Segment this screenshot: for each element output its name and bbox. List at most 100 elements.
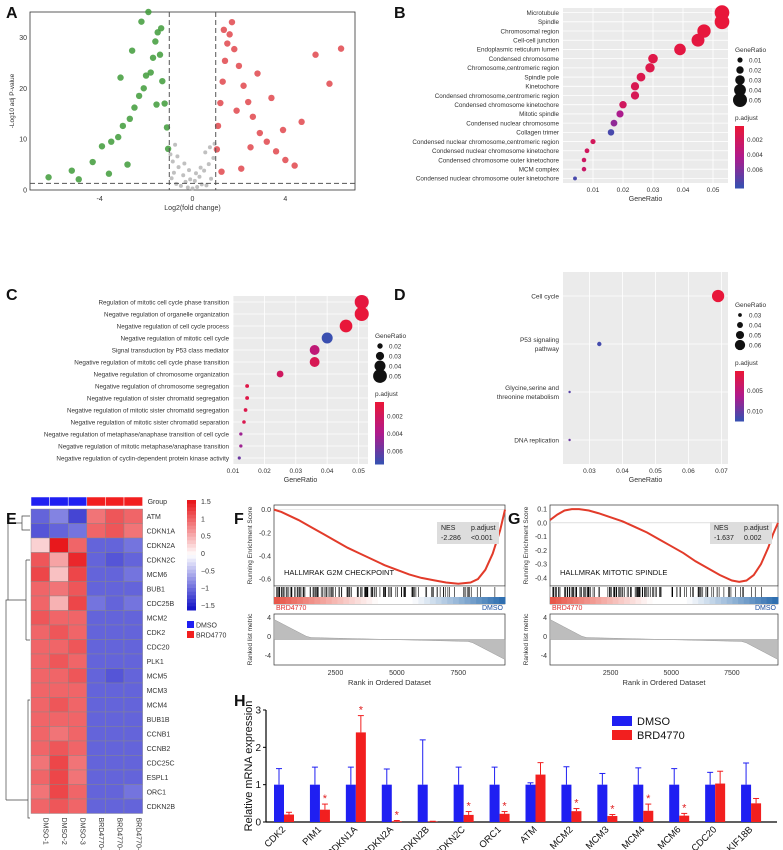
- enrichment-dot: [691, 33, 705, 47]
- heatmap-cell: [67, 508, 87, 524]
- rank-gradient-segment: [487, 597, 494, 604]
- term-label: Microtubule: [526, 10, 559, 17]
- x-axis-label: Rank in Ordered Dataset: [348, 678, 432, 687]
- gene-label: MCM3: [147, 688, 168, 695]
- enrichment-dot: [610, 119, 618, 127]
- heatmap-cell: [86, 711, 106, 727]
- colorbar-segment: [375, 414, 384, 418]
- term-label: Condensed nuclear chromosome outer kinet…: [416, 176, 560, 183]
- volcano-point-ns: [171, 170, 176, 175]
- legend-size-label: 0.05: [749, 333, 762, 340]
- category-label: MCM2: [548, 824, 576, 850]
- heatmap-cell: [30, 798, 50, 814]
- y-tick-label: 30: [19, 35, 27, 42]
- group-cell: [49, 496, 69, 507]
- gene-set-title: HALLMRAK G2M CHECKPOINT: [284, 568, 394, 577]
- stats-header: p.adjust: [471, 525, 496, 532]
- heatmap-cell: [105, 769, 125, 785]
- sample-label: BRD4770-1: [97, 818, 104, 850]
- stats-box: [437, 522, 499, 544]
- colorbar-segment: [735, 373, 744, 377]
- heatmap-cell: [105, 581, 125, 597]
- rank-gradient-segment: [772, 597, 779, 604]
- volcano-point-ns: [187, 168, 192, 173]
- legend-label: DMSO: [196, 623, 218, 630]
- heatmap-cell: [86, 566, 106, 582]
- term-label: Cell-cell junction: [513, 38, 559, 45]
- heatmap-cell: [67, 552, 87, 568]
- heatmap-cell: [30, 508, 50, 524]
- significance-marker: *: [467, 801, 472, 813]
- legend-size-label: 0.04: [749, 323, 762, 330]
- bar-dmso: [561, 784, 572, 822]
- colorbar-segment: [735, 396, 744, 399]
- colorbar-label: −0.5: [201, 568, 215, 575]
- x-tick-label: 2500: [328, 670, 344, 677]
- heatmap-cell: [67, 523, 87, 539]
- term-label: Regulation of mitotic cell cycle phase t…: [98, 299, 229, 306]
- heatmap-cell: [30, 726, 50, 742]
- enrichment-dot: [674, 43, 686, 56]
- colorbar-segment: [187, 555, 196, 560]
- term-label: P53 signaling: [520, 337, 559, 344]
- bar-dmso: [525, 784, 536, 822]
- heatmap-cell: [105, 784, 125, 800]
- colorbar-segment: [187, 540, 196, 545]
- volcano-point-ns: [206, 162, 211, 167]
- colorbar-segment: [735, 376, 744, 379]
- heatmap-cell: [86, 639, 106, 655]
- colorbar-label: 0.006: [387, 448, 403, 455]
- heatmap-cell: [123, 697, 143, 713]
- y-tick-label: 3: [255, 706, 261, 717]
- heatmap-cell: [30, 711, 50, 727]
- bar-dmso: [597, 784, 608, 822]
- volcano-point-up: [291, 162, 298, 169]
- volcano-point-ns: [168, 152, 173, 157]
- volcano-point-up: [221, 57, 229, 65]
- heatmap-cell: [123, 624, 143, 640]
- volcano-point-up: [337, 45, 345, 52]
- rank-gradient-segment: [561, 597, 568, 604]
- panel-labels: A B C D E F G H: [6, 5, 520, 710]
- colorbar-label: −1: [201, 586, 209, 593]
- legend-swatch: [187, 621, 194, 628]
- dendrogram: [5, 515, 30, 819]
- enrichment-dot: [597, 341, 602, 347]
- bar-brd4770: [319, 809, 330, 822]
- x-tick-label: 0.07: [715, 468, 728, 475]
- term-label: Collagen trimer: [516, 130, 559, 137]
- colorbar-segment: [375, 436, 384, 440]
- volcano-point-up: [224, 40, 231, 47]
- term-label: Condensed nuclear chromosome: [466, 120, 559, 127]
- x-tick-label: 0.05: [649, 468, 662, 475]
- heatmap-cell: [86, 653, 106, 669]
- y-axis-label: Running Enrichment Score: [247, 506, 254, 584]
- bar-brd4770: [535, 774, 546, 822]
- heatmap-cell: [105, 697, 125, 713]
- rank-gradient-segment: [429, 597, 437, 604]
- heatmap-cell: [49, 726, 69, 742]
- bar-brd4770: [715, 783, 726, 822]
- heatmap-cell: [123, 740, 143, 756]
- x-tick-label: 5000: [389, 670, 405, 677]
- category-label: PIM1: [301, 824, 324, 847]
- colorbar-segment: [735, 381, 744, 384]
- panel-label: A: [6, 5, 18, 22]
- heatmap-cell: [105, 798, 125, 814]
- ranked-metric-area: [273, 619, 506, 660]
- x-axis-label: Rank in Ordered Dataset: [623, 678, 707, 687]
- term-label: MCM complex: [519, 166, 560, 173]
- rank-gradient-segment: [698, 597, 705, 604]
- rank-gradient-segment: [743, 597, 750, 604]
- legend-size-dot: [738, 313, 742, 317]
- term-label: Negative regulation of mitotic sister ch…: [70, 419, 229, 426]
- rank-gradient-segment: [652, 597, 659, 604]
- term-label: Condensed nuclear chromosome,centromeric…: [412, 139, 559, 146]
- colorbar-segment: [735, 166, 744, 170]
- panel-g-gsea-plot: 0.1 0.0 -0.1 -0.2 -0.3 -0.4 NES p.adjust -1.637 0…: [523, 504, 779, 687]
- category-label: ORC1: [477, 824, 503, 850]
- heatmap-cell: [86, 523, 106, 539]
- volcano-point-up: [235, 62, 243, 70]
- rank-gradient-segment: [470, 597, 477, 604]
